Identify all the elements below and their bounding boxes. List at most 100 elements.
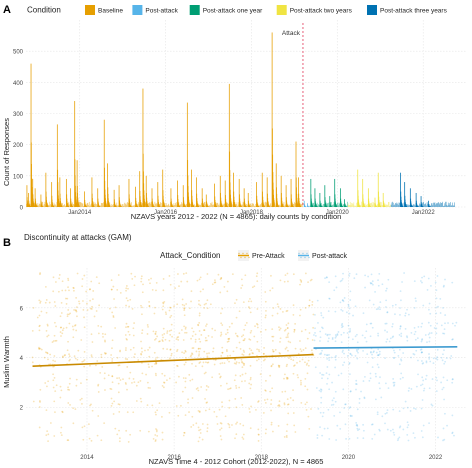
panel-b-point xyxy=(420,384,422,387)
panel-b-point xyxy=(169,316,172,319)
panel-b-point xyxy=(83,359,86,361)
panel-b-point xyxy=(407,439,410,442)
panel-b-point xyxy=(311,300,314,303)
panel-b-point xyxy=(75,310,78,313)
panel-b-point xyxy=(429,360,432,363)
panel-b-point xyxy=(270,399,273,401)
panel-b-point xyxy=(168,309,171,312)
panel-b-y-tick-label: 2 xyxy=(20,406,24,412)
panel-a-bar xyxy=(414,204,415,207)
panel-b-point xyxy=(322,411,325,414)
panel-b-point xyxy=(206,273,209,275)
panel-b-point xyxy=(356,341,359,344)
panel-b-point xyxy=(270,409,272,412)
panel-a-bar xyxy=(400,172,401,207)
panel-a-bar xyxy=(40,205,41,207)
panel-b-point xyxy=(208,352,210,355)
panel-a-bar xyxy=(110,205,111,207)
panel-a-bar xyxy=(412,204,414,207)
panel-b-point xyxy=(60,335,62,337)
panel-b-point xyxy=(31,361,34,364)
panel-b-point xyxy=(441,388,444,391)
panel-b-point xyxy=(110,288,113,291)
panel-b-point xyxy=(184,414,187,417)
panel-b-point xyxy=(162,347,165,350)
panel-b-point xyxy=(78,300,80,303)
panel-a-bar xyxy=(218,203,220,207)
panel-b-point xyxy=(53,376,56,379)
panel-a-bar xyxy=(292,202,293,207)
panel-a-bar xyxy=(392,201,393,207)
panel-a-bar xyxy=(435,203,437,207)
panel-a-bar xyxy=(417,205,419,207)
panel-a: A Condition Baseline Post-attack Post-attac… xyxy=(2,4,466,221)
panel-b-point xyxy=(271,287,274,290)
panel-a-bar xyxy=(323,203,324,207)
panel-b-point xyxy=(387,278,390,281)
panel-b-point xyxy=(117,382,120,385)
panel-b-point xyxy=(285,434,288,437)
panel-a-bar xyxy=(45,204,47,207)
panel-b-point xyxy=(231,322,233,325)
panel-b-point xyxy=(279,337,282,340)
panel-b-point xyxy=(38,426,41,429)
panel-b-point xyxy=(211,336,213,338)
panel-b-point xyxy=(256,326,259,329)
panel-a-bar xyxy=(265,202,267,207)
panel-a-bar xyxy=(148,202,150,207)
panel-b-point xyxy=(276,303,279,306)
panel-b-point xyxy=(161,334,164,336)
panel-a-bar xyxy=(80,202,82,207)
panel-a-bar xyxy=(344,199,346,207)
panel-b-point xyxy=(205,402,208,404)
panel-b-point xyxy=(288,357,290,359)
panel-b-point xyxy=(312,313,315,316)
panel-a-bar xyxy=(163,204,164,207)
panel-b-point xyxy=(420,360,423,362)
panel-b-point xyxy=(191,378,194,381)
panel-a-bar xyxy=(191,202,192,207)
panel-a-bar xyxy=(167,205,168,207)
panel-a-bar xyxy=(266,177,268,207)
panel-a-bar xyxy=(337,202,338,207)
panel-b-point xyxy=(197,324,200,327)
panel-a-bar xyxy=(168,204,170,207)
panel-a-legend-swatch xyxy=(85,5,95,15)
panel-a-bar xyxy=(33,202,35,207)
panel-b-point xyxy=(164,311,167,314)
panel-a-bar xyxy=(364,203,365,207)
panel-a-bar xyxy=(357,169,359,207)
panel-a-bar xyxy=(372,204,374,207)
panel-b-point xyxy=(140,277,143,280)
panel-a-bar xyxy=(256,204,257,207)
panel-b-point xyxy=(52,373,55,376)
panel-a-spike xyxy=(45,172,49,207)
panel-b-point xyxy=(350,354,353,357)
panel-a-bar xyxy=(234,204,236,207)
panel-b-point xyxy=(117,364,120,367)
panel-a-bar xyxy=(316,202,318,207)
panel-b-point xyxy=(287,412,290,415)
panel-b-point xyxy=(72,287,75,290)
panel-a-bar xyxy=(232,204,233,207)
panel-b-point xyxy=(365,340,368,343)
panel-b-point xyxy=(334,356,336,359)
panel-b-point xyxy=(220,384,222,387)
panel-b-point xyxy=(363,397,366,400)
panel-a-bar xyxy=(183,205,185,207)
panel-a-bar xyxy=(102,203,104,207)
panel-b-point xyxy=(58,274,61,276)
panel-a-bar xyxy=(224,180,226,207)
panel-b-point xyxy=(348,331,351,333)
panel-a-bar xyxy=(197,205,199,207)
panel-b-point xyxy=(299,283,301,286)
panel-b-point xyxy=(271,328,274,331)
panel-b-point xyxy=(264,358,266,361)
panel-a-bar xyxy=(113,189,115,207)
panel-b-point xyxy=(393,433,396,436)
panel-a-bar xyxy=(185,204,187,207)
panel-b-point xyxy=(149,387,151,389)
panel-b-point xyxy=(65,297,67,300)
panel-b-point xyxy=(436,356,439,359)
panel-b-point xyxy=(66,439,69,442)
